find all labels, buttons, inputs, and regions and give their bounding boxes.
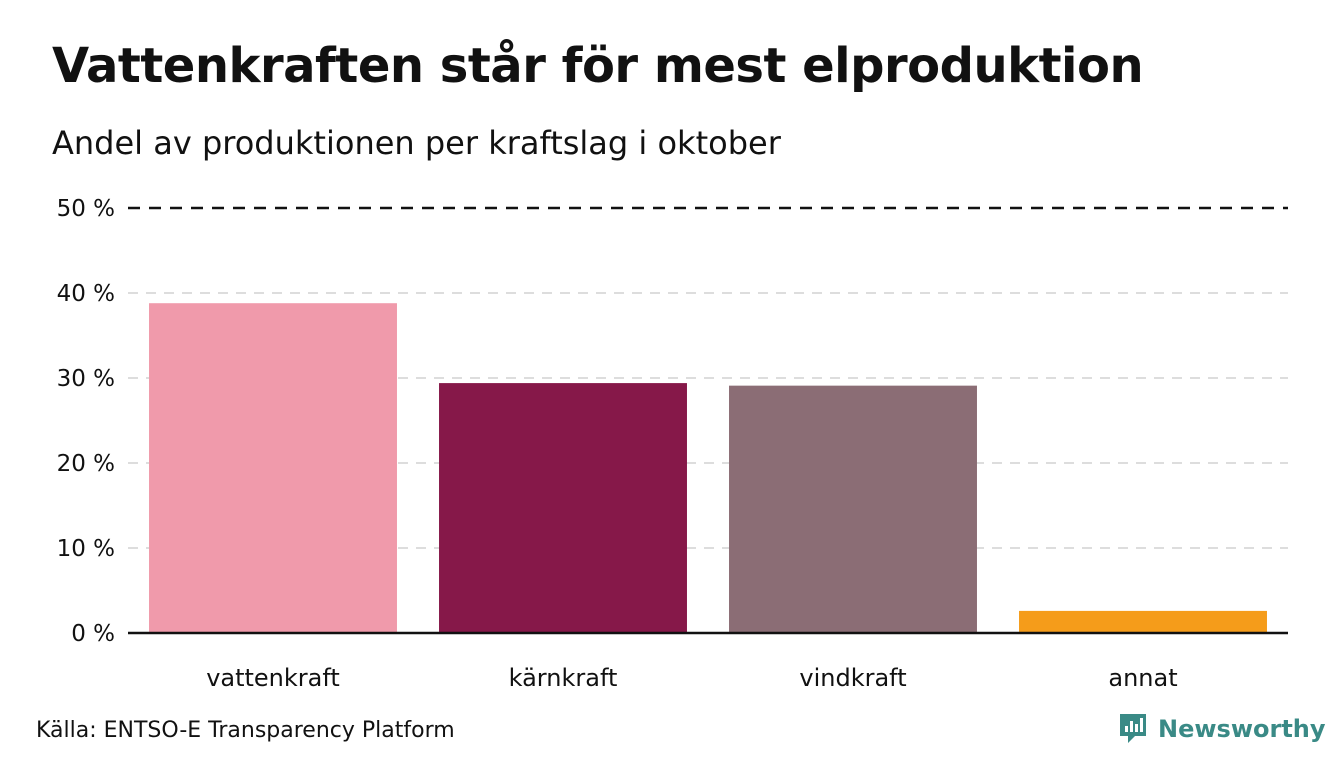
y-tick-label: 0 % (71, 621, 115, 647)
chart-subtitle: Andel av produktionen per kraftslag i ok… (52, 124, 781, 162)
y-tick-label: 20 % (57, 451, 115, 477)
bar (1019, 610, 1267, 633)
brand-logo[interactable]: Newsworthy (1118, 712, 1326, 746)
x-tick-label: annat (1108, 664, 1177, 692)
bar (149, 303, 397, 633)
bar (729, 385, 977, 633)
source-note: Källa: ENTSO-E Transparency Platform (36, 718, 455, 743)
y-tick-label: 40 % (57, 281, 115, 307)
bar-chart: 0 % 10 % 20 % 30 % 40 % 50 % vattenkraft kärnkr… (57, 196, 1288, 692)
y-tick-label: 50 % (57, 196, 115, 222)
y-tick-label: 30 % (57, 366, 115, 392)
x-tick-label: kärnkraft (509, 664, 618, 692)
bar (439, 383, 687, 633)
chart-title: Vattenkraften står för mest elproduktion (52, 38, 1144, 94)
brand-name: Newsworthy (1158, 715, 1326, 743)
x-tick-label: vattenkraft (206, 664, 340, 692)
newsworthy-logo-icon (1120, 714, 1146, 743)
y-tick-label: 10 % (57, 536, 115, 562)
x-tick-label: vindkraft (799, 664, 906, 692)
